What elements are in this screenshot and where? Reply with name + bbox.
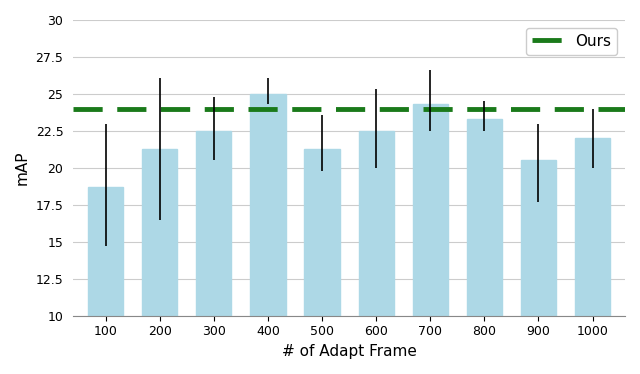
X-axis label: # of Adapt Frame: # of Adapt Frame [282,344,417,359]
Bar [358,131,394,316]
Legend: Ours: Ours [526,28,618,55]
Bar [250,94,285,316]
Bar [196,131,232,316]
Y-axis label: mAP: mAP [15,151,30,185]
Bar [467,119,502,316]
Bar [305,148,340,316]
Bar [413,104,448,316]
Bar [142,148,177,316]
Bar [521,160,556,316]
Bar [575,138,610,316]
Bar [88,187,123,316]
